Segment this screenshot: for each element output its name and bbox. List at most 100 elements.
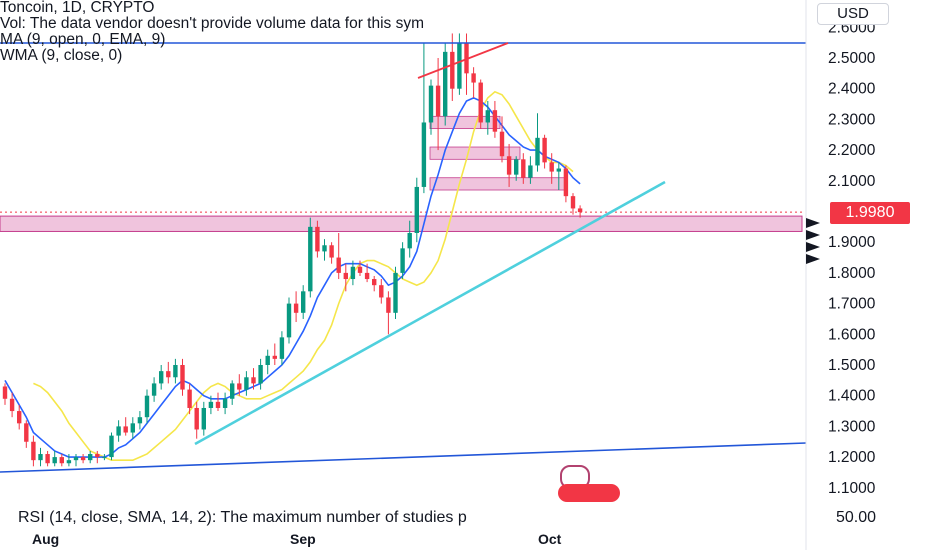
candle-body xyxy=(350,266,356,280)
candle-body xyxy=(272,355,277,359)
candle-body xyxy=(428,85,434,123)
us-flag-icon[interactable] xyxy=(558,484,620,502)
candle-body xyxy=(286,303,292,338)
trendlines xyxy=(0,42,807,473)
candle-body xyxy=(180,365,185,390)
candle-body xyxy=(506,156,512,175)
candle-body xyxy=(265,355,270,365)
price-tick-label: 2.3000 xyxy=(828,111,876,128)
candle-body xyxy=(301,291,306,313)
candle-body xyxy=(80,457,86,461)
candle-body xyxy=(59,457,64,464)
axis-marker-arrow-1 xyxy=(806,218,820,228)
candle-body xyxy=(244,377,249,390)
price-tick-label: 2.2000 xyxy=(828,142,876,159)
candle-body xyxy=(521,159,526,178)
candle-body xyxy=(52,457,57,464)
candle-body xyxy=(222,398,228,408)
currency-button[interactable]: USD xyxy=(817,3,889,25)
price-tick-label: 1.5000 xyxy=(828,357,876,374)
candle-body xyxy=(528,165,533,178)
candle-body xyxy=(123,426,128,433)
axis-marker-arrow-3 xyxy=(806,242,820,252)
candle-body xyxy=(279,337,285,359)
candle-body xyxy=(66,460,72,464)
candle-body xyxy=(88,454,93,461)
price-tick-label: 1.9000 xyxy=(828,234,876,251)
candle-body xyxy=(17,411,22,424)
candle-body xyxy=(492,110,498,132)
price-tick-label: 1.1000 xyxy=(828,480,876,497)
candle-body xyxy=(38,454,43,461)
price-tick-label: 2.4000 xyxy=(828,81,876,98)
price-axis-bg xyxy=(806,0,932,550)
legend-ma[interactable]: MA (9, open, 0, EMA, 9) xyxy=(0,31,166,48)
candle-body xyxy=(230,383,235,399)
candle-body xyxy=(414,186,419,233)
candle-body xyxy=(343,272,348,280)
price-tick-label: 1.3000 xyxy=(828,418,876,435)
price-axis: 1.1000 1.2000 1.3000 1.4000 1.5000 1.6000 1.70… xyxy=(805,0,932,550)
rsi-value: 50.00 xyxy=(836,509,877,526)
legend-volume[interactable]: Vol: The data vendor doesn't provide vol… xyxy=(0,15,424,32)
chart-legend: Toncoin, 1D, CRYPTO Vol: The data vendor… xyxy=(0,0,424,64)
candle-body xyxy=(251,377,256,384)
legend-title[interactable]: Toncoin, 1D, CRYPTO xyxy=(0,0,155,16)
candles xyxy=(2,33,583,467)
candle-body xyxy=(421,122,427,187)
candle-body xyxy=(393,272,398,313)
candle-body xyxy=(137,417,143,424)
candle-body xyxy=(144,395,150,418)
candle-body xyxy=(464,42,469,74)
candle-body xyxy=(159,371,164,384)
candle-body xyxy=(293,303,299,313)
indicator-lines xyxy=(4,90,581,462)
candle-body xyxy=(173,365,178,378)
candle-body xyxy=(400,248,405,273)
candle-body xyxy=(471,73,476,83)
candle-body xyxy=(435,85,441,117)
time-label-aug: Aug xyxy=(32,531,60,547)
candle-body xyxy=(258,365,263,384)
candle-body xyxy=(31,441,36,461)
candle-body xyxy=(549,162,554,172)
candle-body xyxy=(386,297,391,313)
candle-body xyxy=(542,137,547,163)
fvg-zone-2 xyxy=(429,146,521,160)
candle-body xyxy=(151,383,157,396)
candle-body xyxy=(201,407,206,430)
ema-line xyxy=(4,97,581,458)
axis-marker-arrow-2 xyxy=(806,230,820,240)
candle-body xyxy=(2,386,8,399)
price-tick-label: 2.5000 xyxy=(828,50,876,67)
candle-body xyxy=(407,232,412,249)
candle-body xyxy=(194,407,199,430)
candle-body xyxy=(24,423,29,442)
candle-body xyxy=(499,131,505,157)
candle-body xyxy=(457,42,462,89)
candle-body xyxy=(443,51,448,117)
price-tick-label: 1.2000 xyxy=(828,449,876,466)
candle-body xyxy=(336,257,341,273)
price-tick-label: 1.6000 xyxy=(828,326,876,343)
axis-marker-arrow-4 xyxy=(806,254,820,264)
candle-body xyxy=(9,398,15,412)
candle-body xyxy=(570,196,576,209)
time-label-oct: Oct xyxy=(538,531,562,547)
highlight-zones xyxy=(0,115,803,232)
rsi-legend[interactable]: RSI (14, close, SMA, 14, 2): The maximum… xyxy=(18,509,467,526)
candle-body xyxy=(322,245,327,252)
candle-body xyxy=(215,401,221,408)
candle-body xyxy=(95,454,100,458)
legend-wma[interactable]: WMA (9, close, 0) xyxy=(0,47,123,64)
candle-body xyxy=(329,245,334,258)
resistance-trendline xyxy=(417,42,509,79)
candle-body xyxy=(450,51,455,89)
candle-body xyxy=(109,435,114,458)
candle-body xyxy=(556,168,561,172)
candle-body xyxy=(102,457,107,459)
candle-body xyxy=(379,285,384,298)
candle-body xyxy=(577,208,583,213)
candle-body xyxy=(357,266,363,273)
